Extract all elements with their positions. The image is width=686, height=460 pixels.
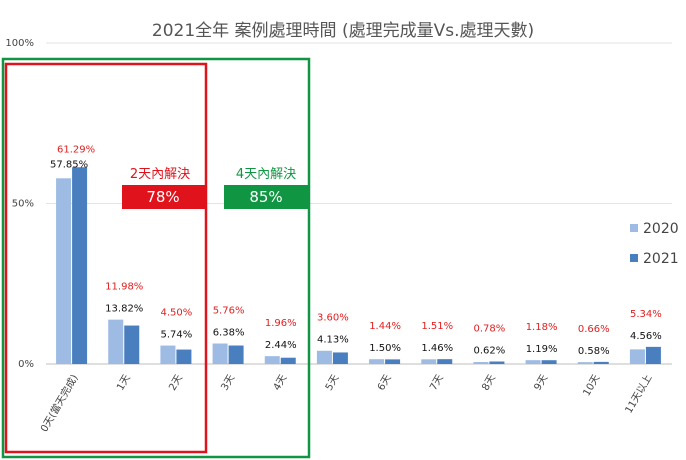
data-label-2021-8: 0.78% (474, 323, 506, 334)
data-label-2020-6: 1.50% (369, 343, 401, 354)
bar-2020-2 (160, 345, 176, 364)
bar-2021-5 (332, 352, 348, 364)
data-label-2020-7: 1.46% (421, 343, 453, 354)
x-tick-label-7: 7天 (428, 373, 446, 393)
data-label-2021-3: 5.76% (213, 306, 245, 317)
x-tick-label-4: 4天 (272, 373, 290, 393)
bar-2021-2 (176, 349, 192, 364)
data-label-2021-7: 1.51% (421, 321, 453, 332)
data-label-2020-2: 5.74% (161, 330, 193, 341)
legend-label-2021: 2021 (643, 251, 679, 267)
bar-2020-9 (525, 360, 541, 364)
data-label-2021-4: 1.96% (265, 318, 297, 329)
legend-label-2020: 2020 (643, 221, 679, 237)
bar-2021-7 (437, 359, 453, 364)
data-label-2020-0: 57.85% (50, 159, 88, 170)
data-label-2021-6: 1.44% (369, 321, 401, 332)
x-tick-label-2: 2天 (167, 373, 185, 393)
x-tick-label-11: 11天以上 (623, 373, 655, 416)
x-tick-label-3: 3天 (219, 373, 237, 393)
data-label-2021-11: 5.34% (630, 309, 662, 320)
bar-2020-10 (577, 362, 593, 364)
bar-2020-7 (421, 359, 437, 364)
two-day-annotation-badge (122, 185, 205, 209)
bar-2021-3 (228, 345, 244, 364)
bar-2021-8 (489, 361, 505, 364)
data-label-2021-0: 61.29% (57, 144, 95, 155)
bar-2021-4 (280, 357, 296, 364)
bar-2020-0 (56, 178, 72, 364)
data-label-2021-5: 3.60% (317, 313, 349, 324)
x-tick-label-5: 5天 (324, 373, 342, 393)
x-tick-label-8: 8天 (480, 373, 498, 393)
data-label-2020-11: 4.56% (630, 331, 662, 342)
data-label-2020-1: 13.82% (105, 304, 143, 315)
two-day-highlight-box (4, 62, 208, 454)
x-tick-label-6: 6天 (376, 373, 394, 393)
four-day-highlight-box (1, 57, 311, 459)
data-label-2021-2: 4.50% (161, 308, 193, 319)
four-day-annotation-badge (224, 185, 309, 209)
legend-swatch-2021 (630, 254, 638, 262)
bar-2020-8 (473, 362, 489, 364)
four-day-annotation-label: 4天內解決 (236, 167, 296, 182)
two-day-annotation-label: 2天內解決 (130, 167, 190, 182)
data-label-2020-10: 0.58% (578, 346, 610, 357)
legend-swatch-2020 (630, 224, 638, 232)
y-tick-label: 50% (12, 199, 34, 210)
bar-2021-11 (645, 346, 661, 364)
y-tick-label: 0% (18, 359, 34, 370)
bar-2020-5 (316, 350, 332, 364)
data-label-2020-3: 6.38% (213, 328, 245, 339)
data-label-2021-10: 0.66% (578, 324, 610, 335)
x-tick-label-0: 0天(當天完成) (37, 372, 80, 434)
bar-2020-3 (212, 343, 228, 364)
bar-2021-1 (124, 325, 140, 364)
data-label-2021-9: 1.18% (526, 322, 558, 333)
bar-2021-6 (385, 359, 401, 364)
chart-title: 2021全年 案例處理時間 (處理完成量Vs.處理天數) (152, 21, 534, 41)
bar-2021-10 (593, 361, 609, 364)
data-label-2020-4: 2.44% (265, 340, 297, 351)
bar-2020-11 (629, 349, 645, 364)
x-tick-label-10: 10天 (581, 373, 602, 398)
two-day-annotation-value: 78% (146, 188, 179, 206)
data-label-2020-5: 4.13% (317, 335, 349, 346)
bar-2020-6 (369, 359, 385, 364)
four-day-annotation-value: 85% (249, 188, 282, 206)
bar-2020-1 (108, 319, 124, 364)
x-tick-label-9: 9天 (532, 373, 550, 393)
data-label-2020-8: 0.62% (474, 345, 506, 356)
bar-2021-9 (541, 360, 557, 364)
bar-2021-0 (72, 167, 88, 364)
y-tick-label: 100% (5, 38, 34, 49)
data-label-2021-1: 11.98% (105, 282, 143, 293)
x-tick-label-1: 1天 (115, 373, 133, 393)
data-label-2020-9: 1.19% (526, 344, 558, 355)
bar-2020-4 (264, 356, 280, 364)
